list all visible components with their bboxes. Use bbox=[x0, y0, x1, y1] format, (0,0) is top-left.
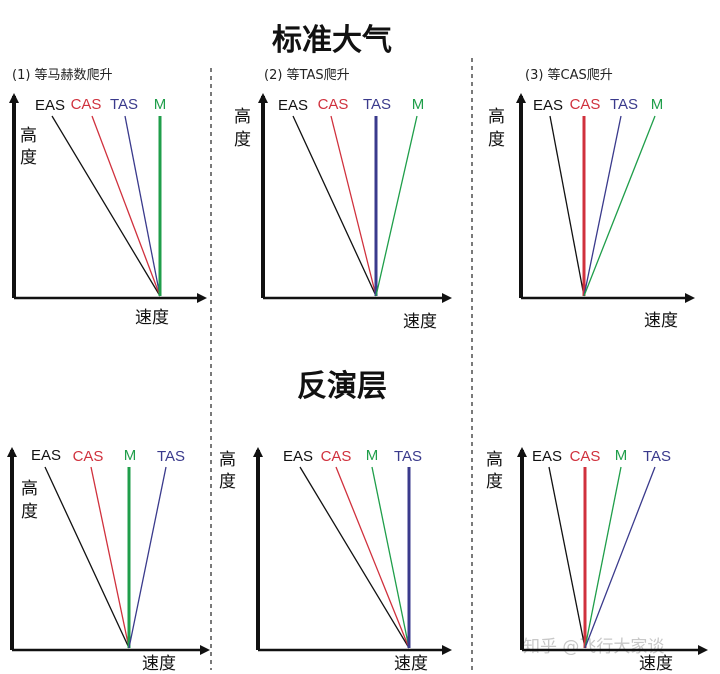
label-cas: CAS bbox=[321, 448, 352, 465]
label-tas: TAS bbox=[110, 96, 138, 113]
line-m bbox=[583, 115, 656, 297]
line-eas bbox=[292, 115, 377, 297]
line-eas bbox=[51, 115, 161, 297]
label-eas: EAS bbox=[31, 447, 61, 464]
line-cas bbox=[91, 115, 161, 297]
panel-caption: (2) 等TAS爬升 bbox=[264, 67, 350, 83]
panel-constant-cas-climb: (3) 等CAS爬升 高 度 速度 EAS CAS TAS M bbox=[488, 67, 695, 331]
y-axis-label-bottom: 度 bbox=[20, 148, 37, 168]
label-cas: CAS bbox=[570, 96, 601, 113]
panel-caption: (3) 等CAS爬升 bbox=[525, 67, 613, 83]
y-axis-label-bottom: 度 bbox=[219, 472, 236, 492]
label-m: M bbox=[651, 96, 664, 113]
label-eas: EAS bbox=[533, 97, 563, 114]
label-eas: EAS bbox=[532, 448, 562, 465]
line-tas bbox=[584, 466, 656, 649]
x-axis-label: 速度 bbox=[639, 654, 673, 674]
x-axis-label: 速度 bbox=[142, 654, 176, 674]
y-axis-label-bottom: 度 bbox=[486, 472, 503, 492]
label-eas: EAS bbox=[283, 448, 313, 465]
y-axis-label-top: 高 bbox=[219, 450, 236, 470]
x-axis-label: 速度 bbox=[394, 654, 428, 674]
panel-constant-tas-climb: (2) 等TAS爬升 高 度 速度 EAS CAS TAS M bbox=[234, 67, 452, 332]
label-eas: EAS bbox=[278, 97, 308, 114]
label-cas: CAS bbox=[570, 448, 601, 465]
label-cas: CAS bbox=[73, 448, 104, 465]
label-tas: TAS bbox=[394, 448, 422, 465]
line-eas bbox=[548, 466, 586, 649]
line-cas bbox=[335, 466, 410, 649]
panel-inversion-constant-mach: 高 度 速度 EAS CAS M TAS bbox=[7, 447, 210, 674]
line-m bbox=[371, 466, 410, 649]
label-tas: TAS bbox=[363, 96, 391, 113]
line-tas bbox=[124, 115, 161, 297]
label-m: M bbox=[366, 447, 379, 464]
y-axis-label-bottom: 度 bbox=[234, 130, 251, 150]
y-axis-label-bottom: 度 bbox=[21, 502, 38, 522]
label-tas: TAS bbox=[643, 448, 671, 465]
line-tas bbox=[583, 115, 622, 297]
line-cas bbox=[90, 466, 130, 649]
x-axis-label: 速度 bbox=[644, 311, 678, 331]
label-eas: EAS bbox=[35, 97, 65, 114]
standard-atmosphere-title: 标准大气 bbox=[272, 23, 392, 58]
x-axis-label: 速度 bbox=[135, 308, 169, 328]
y-axis-label-top: 高 bbox=[20, 126, 37, 146]
watermark: 知乎 @飞行大家谈 bbox=[523, 637, 664, 657]
line-eas bbox=[44, 466, 130, 649]
panel-caption: (1) 等马赫数爬升 bbox=[12, 67, 113, 83]
label-tas: TAS bbox=[157, 448, 185, 465]
x-axis-label: 速度 bbox=[403, 312, 437, 332]
y-axis-label-bottom: 度 bbox=[488, 130, 505, 150]
label-cas: CAS bbox=[71, 96, 102, 113]
label-tas: TAS bbox=[610, 96, 638, 113]
inversion-layer-title: 反演层 bbox=[297, 369, 387, 404]
y-axis-label-top: 高 bbox=[486, 450, 503, 470]
panel-constant-mach-climb: (1) 等马赫数爬升 高 度 速度 EAS CAS TAS M bbox=[9, 67, 207, 328]
line-eas bbox=[549, 115, 585, 297]
panel-inversion-constant-cas: 高 度 速度 EAS CAS M TAS bbox=[486, 447, 708, 674]
label-m: M bbox=[412, 96, 425, 113]
panel-inversion-constant-tas: 高 度 速度 EAS CAS M TAS bbox=[219, 447, 452, 674]
line-cas bbox=[330, 115, 377, 297]
y-axis-label-top: 高 bbox=[21, 479, 38, 499]
line-m bbox=[584, 466, 622, 649]
label-m: M bbox=[154, 96, 167, 113]
y-axis-label-top: 高 bbox=[234, 107, 251, 127]
line-m bbox=[375, 115, 418, 297]
line-eas bbox=[299, 466, 410, 649]
label-m: M bbox=[615, 447, 628, 464]
label-cas: CAS bbox=[318, 96, 349, 113]
y-axis-label-top: 高 bbox=[488, 107, 505, 127]
label-m: M bbox=[124, 447, 137, 464]
line-tas bbox=[128, 466, 167, 649]
